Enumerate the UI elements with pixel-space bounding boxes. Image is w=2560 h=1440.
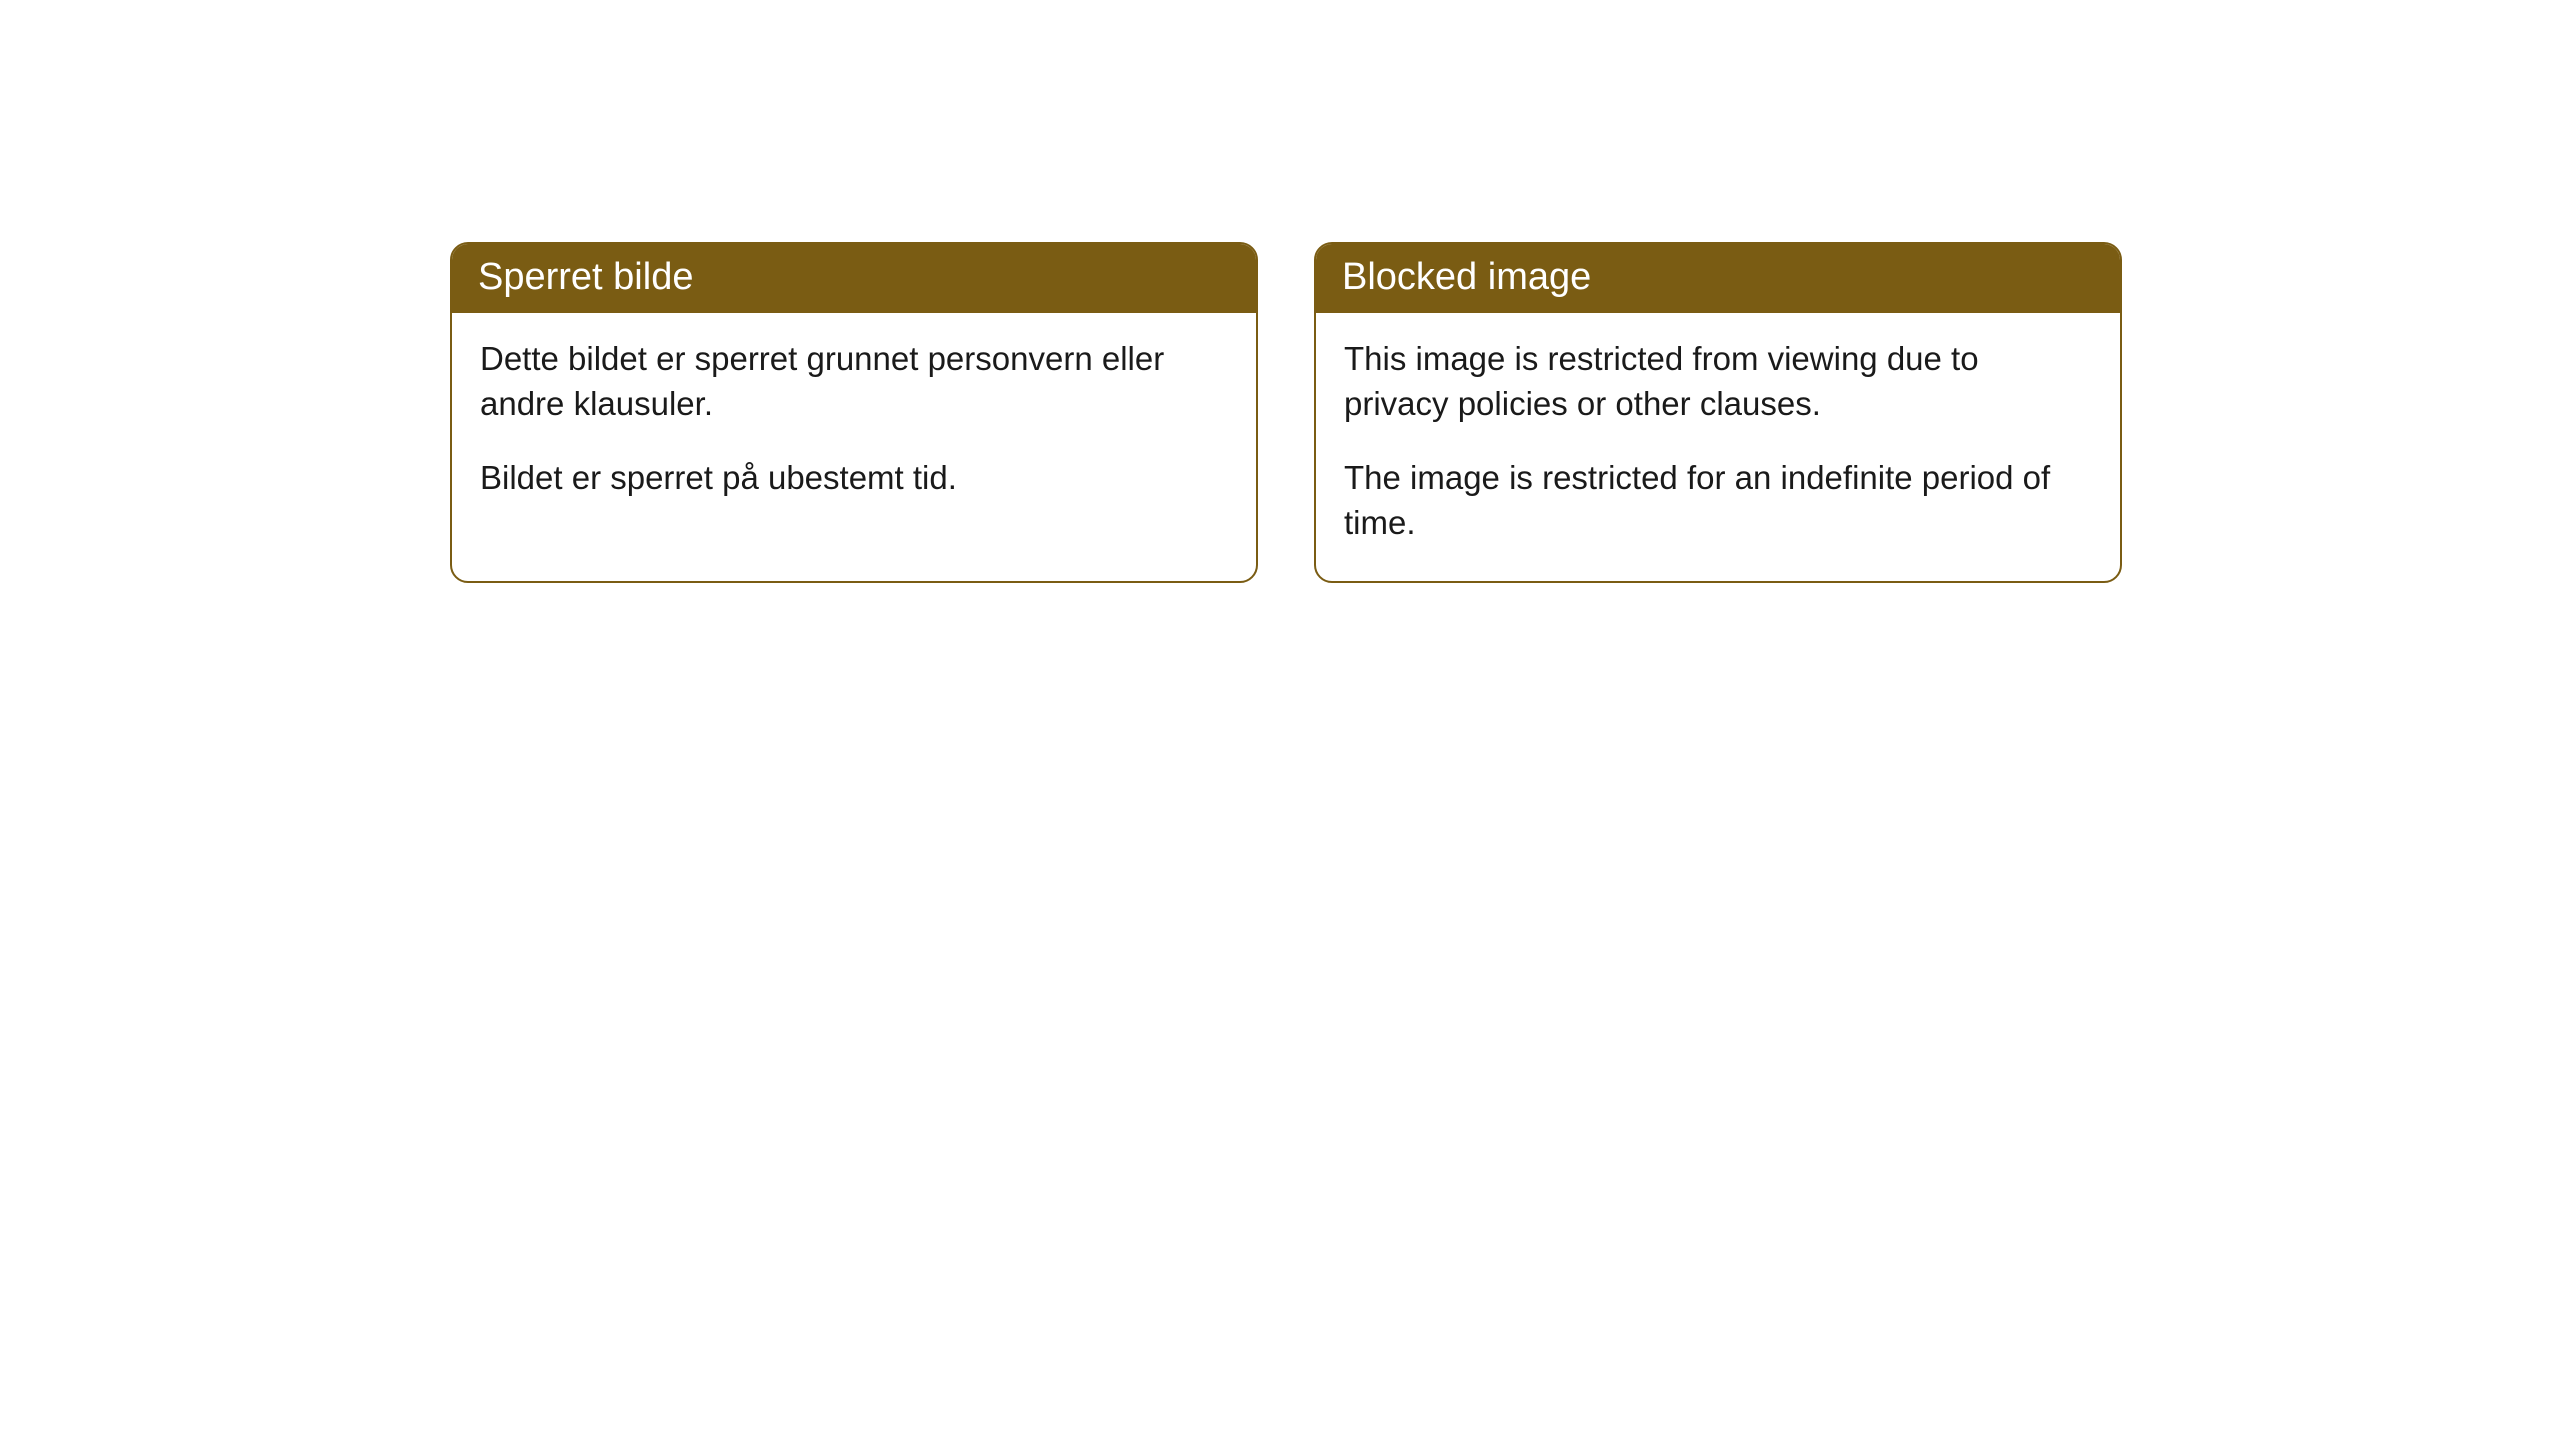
card-title: Sperret bilde <box>478 256 693 298</box>
card-paragraph: This image is restricted from viewing du… <box>1344 337 2092 426</box>
notice-container: Sperret bilde Dette bildet er sperret gr… <box>0 0 2560 583</box>
card-header: Sperret bilde <box>452 244 1256 313</box>
card-header: Blocked image <box>1316 244 2120 313</box>
card-body: This image is restricted from viewing du… <box>1316 313 2120 581</box>
card-title: Blocked image <box>1342 256 1591 298</box>
card-paragraph: Dette bildet er sperret grunnet personve… <box>480 337 1228 426</box>
blocked-image-card-english: Blocked image This image is restricted f… <box>1314 242 2122 583</box>
card-body: Dette bildet er sperret grunnet personve… <box>452 313 1256 568</box>
card-paragraph: Bildet er sperret på ubestemt tid. <box>480 456 1228 501</box>
blocked-image-card-norwegian: Sperret bilde Dette bildet er sperret gr… <box>450 242 1258 583</box>
card-paragraph: The image is restricted for an indefinit… <box>1344 456 2092 545</box>
